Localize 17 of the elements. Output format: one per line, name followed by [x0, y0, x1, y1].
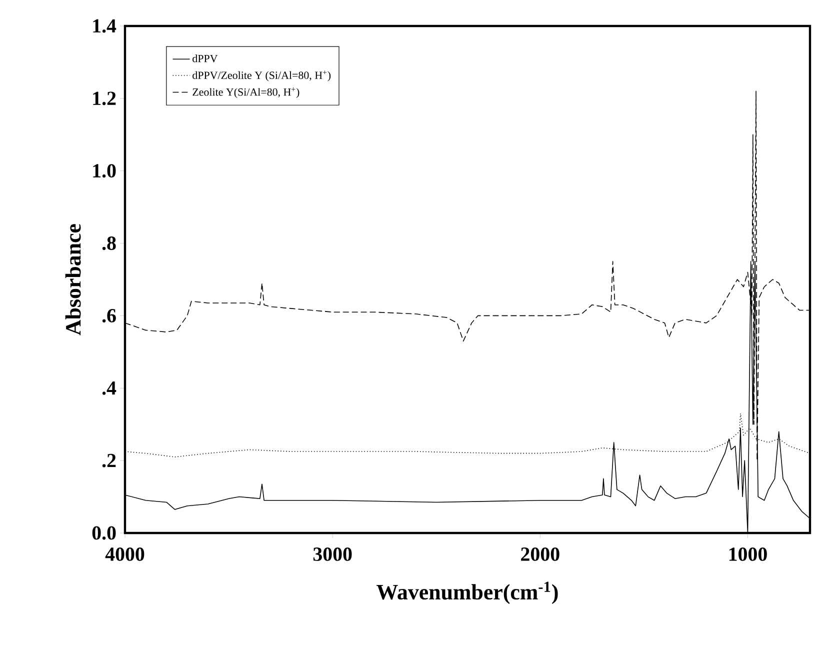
y-tick-label: .6 [102, 308, 116, 322]
y-tick-label: 0.0 [92, 526, 116, 540]
y-axis-title: Absorbance [65, 224, 81, 336]
y-tick-label: 1.0 [93, 164, 116, 178]
y-tick-label: .4 [102, 381, 116, 395]
legend-label: Zeolite Y(Si/Al=80, H$^{+}$) [192, 87, 300, 98]
y-tick-label: 1.4 [93, 19, 116, 33]
x-tick-label: 1000 [729, 547, 767, 561]
legend-label: dPPV/Zeolite Y (Si/Al=80, H$^{+}$) [192, 70, 331, 82]
x-tick-label: 4000 [105, 547, 144, 561]
x-tick-label: 3000 [313, 547, 352, 561]
y-tick-label: .2 [102, 454, 116, 468]
x-tick-label: 2000 [521, 547, 560, 561]
legend-label: dPPV [192, 54, 218, 62]
y-tick-label: .8 [102, 236, 116, 250]
y-tick-label: 1.2 [93, 92, 116, 106]
x-axis-title: Wavenumber(cm$^{-1}$) [376, 582, 558, 604]
